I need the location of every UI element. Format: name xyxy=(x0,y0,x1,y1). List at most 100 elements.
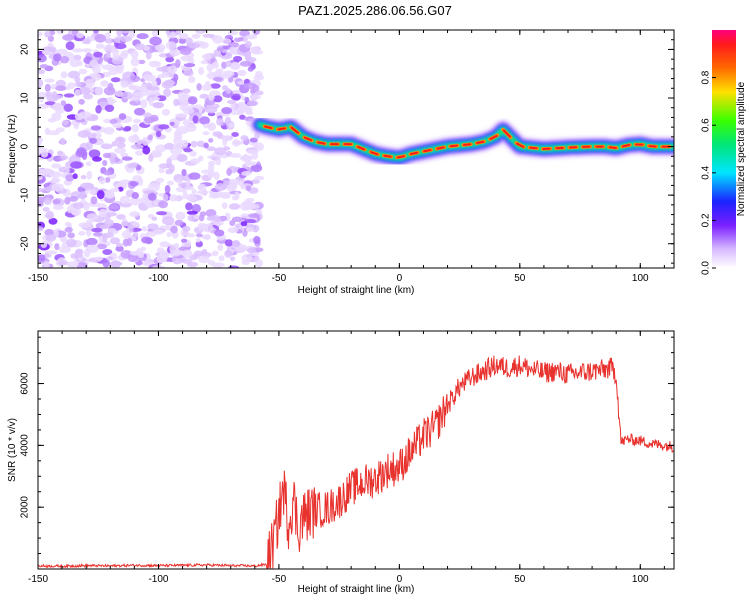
noise-blob xyxy=(98,176,107,184)
ridge-hot-core xyxy=(608,146,617,149)
noise-blob xyxy=(72,48,84,53)
noise-blob xyxy=(45,250,58,255)
noise-blob xyxy=(198,214,205,222)
noise-blob xyxy=(169,50,181,57)
noise-blob xyxy=(128,30,136,39)
noise-blob xyxy=(108,228,117,234)
noise-blob xyxy=(38,78,44,88)
noise-blob xyxy=(115,136,126,144)
noise-blob xyxy=(153,151,163,158)
noise-blob xyxy=(96,243,107,250)
noise-blob xyxy=(137,177,144,186)
noise-blob xyxy=(95,43,105,49)
noise-blob xyxy=(182,88,191,94)
noise-blob xyxy=(174,219,184,226)
noise-blob xyxy=(241,253,253,262)
noise-blob xyxy=(200,60,208,65)
noise-blob xyxy=(131,123,139,133)
noise-blob xyxy=(73,122,80,130)
noise-blob xyxy=(43,197,52,205)
noise-blob xyxy=(202,33,215,38)
noise-blob xyxy=(48,217,58,225)
noise-blob xyxy=(88,149,101,159)
noise-blob xyxy=(151,216,158,221)
noise-blob xyxy=(170,225,178,234)
noise-blob xyxy=(245,185,251,192)
noise-blob xyxy=(124,125,132,131)
noise-blob xyxy=(45,234,57,242)
ridge-hot-core xyxy=(462,143,472,146)
noise-blob xyxy=(77,130,91,138)
noise-blob xyxy=(198,67,205,75)
noise-blob xyxy=(190,158,201,164)
noise-blob xyxy=(115,245,124,252)
noise-blob xyxy=(202,131,210,136)
noise-blob xyxy=(129,181,139,187)
noise-blob xyxy=(103,170,112,176)
noise-blob xyxy=(90,125,102,131)
ridge-hot-core xyxy=(436,146,445,150)
noise-blob xyxy=(199,93,210,99)
noise-blob xyxy=(232,140,245,145)
noise-blob xyxy=(221,61,227,69)
y-tick-label: 0 xyxy=(20,143,31,149)
noise-blob xyxy=(116,214,126,220)
noise-blob xyxy=(38,96,44,103)
noise-blob xyxy=(121,230,132,239)
noise-blob xyxy=(165,79,174,87)
noise-blob xyxy=(173,98,180,107)
noise-blob xyxy=(135,139,143,145)
noise-blob xyxy=(60,71,68,79)
noise-blob xyxy=(167,180,174,186)
x-tick-label: -150 xyxy=(28,574,48,585)
noise-blob xyxy=(183,63,196,68)
noise-blob xyxy=(80,182,94,189)
ridge-hot-core xyxy=(515,142,525,148)
noise-blob xyxy=(90,196,98,205)
noise-blob xyxy=(254,142,265,152)
snr-x-ticks: -150 -100 -50 0 50 100 xyxy=(28,331,665,585)
noise-blob xyxy=(196,140,205,148)
noise-blob xyxy=(212,77,223,82)
noise-blob xyxy=(76,262,88,268)
noise-blob xyxy=(116,142,126,149)
noise-blob xyxy=(141,137,150,146)
noise-blob xyxy=(57,260,69,266)
noise-blob xyxy=(191,203,201,213)
y-tick-label: 20 xyxy=(20,43,31,55)
noise-blob xyxy=(250,164,263,173)
noise-blob xyxy=(44,83,51,92)
ridge-hot-core xyxy=(370,151,379,156)
noise-blob xyxy=(127,162,138,169)
noise-blob xyxy=(165,56,175,63)
noise-blob xyxy=(134,43,146,51)
noise-blob xyxy=(214,217,222,223)
noise-blob xyxy=(158,124,170,130)
noise-blob xyxy=(246,149,259,155)
noise-blob xyxy=(156,177,164,183)
noise-blob xyxy=(109,188,120,193)
noise-blob xyxy=(120,250,133,259)
noise-blob xyxy=(245,34,258,40)
noise-blob xyxy=(179,47,192,56)
noise-blob xyxy=(141,236,152,244)
noise-blob xyxy=(254,175,265,181)
noise-blob xyxy=(221,107,233,114)
noise-blob xyxy=(138,197,146,203)
noise-blob xyxy=(169,244,179,254)
noise-blob xyxy=(119,195,130,205)
noise-blob xyxy=(58,246,71,254)
noise-blob xyxy=(135,248,143,256)
noise-blob xyxy=(252,30,261,36)
noise-blob xyxy=(129,75,141,83)
noise-blob xyxy=(143,45,150,51)
noise-blob xyxy=(256,209,263,215)
noise-blob xyxy=(240,221,248,227)
noise-blob xyxy=(151,30,160,37)
noise-blob xyxy=(78,230,86,236)
noise-blob xyxy=(145,50,152,60)
x-tick-label: -100 xyxy=(148,273,168,284)
noise-blob xyxy=(165,41,177,50)
noise-blob xyxy=(155,43,166,52)
